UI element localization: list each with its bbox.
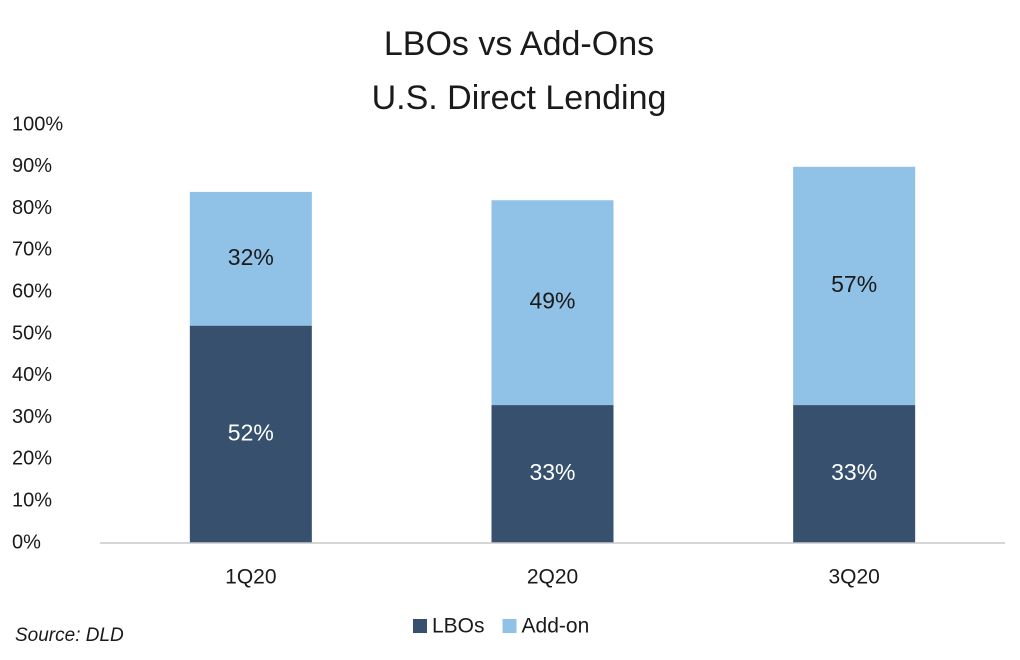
bar-segment <box>793 166 916 406</box>
chart-subtitle: U.S. Direct Lending <box>372 79 667 117</box>
bar-segment <box>189 191 312 326</box>
y-tick-label: 70% <box>12 239 52 261</box>
value-label: 33% <box>529 459 575 485</box>
y-tick-label: 100% <box>12 113 63 135</box>
bar-segment <box>189 325 312 543</box>
bar-segment <box>793 405 916 543</box>
x-tick-label: 1Q20 <box>225 566 276 589</box>
x-tick-label: 2Q20 <box>527 566 578 589</box>
legend-label: LBOs <box>432 615 485 638</box>
y-tick-label: 90% <box>12 155 52 177</box>
y-tick-label: 30% <box>12 406 52 428</box>
value-label: 32% <box>228 244 274 270</box>
x-tick-label: 3Q20 <box>828 566 879 589</box>
value-label: 33% <box>831 459 877 485</box>
value-label: 57% <box>831 271 877 297</box>
legend-swatch <box>413 619 427 633</box>
legend-label: Add-on <box>522 615 590 638</box>
y-tick-label: 40% <box>12 364 52 386</box>
source-note: Source: DLD <box>15 625 124 646</box>
y-tick-label: 10% <box>12 489 52 511</box>
chart-title: LBOs vs Add-Ons <box>384 25 654 63</box>
y-tick-label: 80% <box>12 197 52 219</box>
legend-swatch <box>502 619 517 633</box>
y-tick-label: 20% <box>12 448 52 470</box>
y-tick-label: 50% <box>12 322 52 344</box>
value-label: 52% <box>228 419 274 445</box>
y-tick-label: 60% <box>12 280 52 302</box>
value-label: 49% <box>529 288 575 314</box>
bar-segment <box>491 200 614 406</box>
bar-segment <box>491 405 614 543</box>
y-tick-label: 0% <box>12 531 41 553</box>
